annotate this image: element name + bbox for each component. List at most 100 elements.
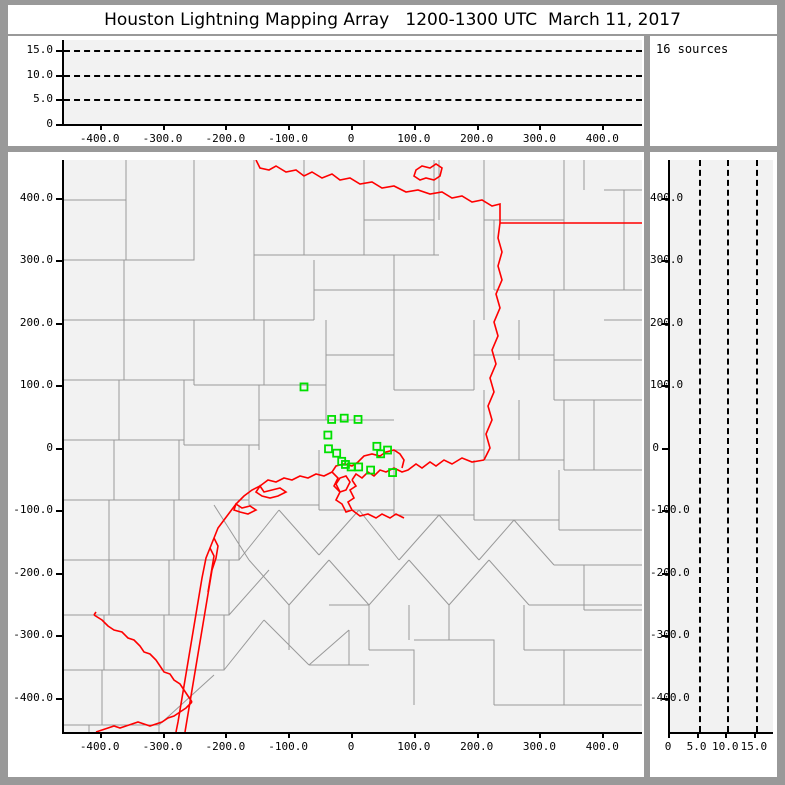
- source-marker: [372, 441, 382, 451]
- y-tick-mark: [56, 572, 62, 575]
- x-tick-mark: [602, 732, 605, 738]
- x-tick-mark: [225, 732, 228, 738]
- x-tick-label: -400.0: [79, 740, 120, 753]
- x-tick-mark: [162, 124, 165, 130]
- y-tick-label: 0: [46, 440, 53, 454]
- page-title: Houston Lightning Mapping Array 1200-130…: [104, 9, 681, 30]
- sources-count-label: 16 sources: [656, 42, 729, 56]
- source-marker: [354, 462, 364, 472]
- x-tick-mark: [668, 732, 670, 738]
- y-tick-mark: [56, 49, 62, 52]
- source-marker: [388, 468, 397, 477]
- x-tick-mark: [539, 124, 542, 130]
- y-tick-mark: [662, 572, 668, 575]
- x-tick-label: 5.0: [686, 740, 707, 753]
- y-tick-label: -300.0: [650, 628, 690, 641]
- x-tick-mark: [413, 732, 416, 738]
- x-tick-label: 100.0: [397, 132, 431, 145]
- y-tick-label: 400.0: [19, 190, 53, 204]
- y-tick-label: 200.0: [650, 315, 684, 329]
- y-tick-mark: [662, 447, 668, 450]
- y-tick-mark: [662, 197, 668, 200]
- y-tick-mark: [662, 260, 668, 263]
- y-tick-mark: [56, 74, 62, 77]
- top-plot-area: [62, 40, 642, 126]
- map-geography: [64, 160, 642, 732]
- x-tick-label: 400.0: [585, 740, 619, 753]
- gridline-vertical: [727, 160, 730, 732]
- source-marker: [366, 465, 375, 475]
- state-and-coast-boundaries: [93, 160, 642, 732]
- x-tick-mark: [413, 124, 416, 130]
- x-tick-label: -300.0: [142, 740, 183, 753]
- x-tick-label: 15.0: [740, 740, 768, 753]
- y-tick-mark: [56, 447, 62, 450]
- y-tick-mark: [56, 510, 62, 513]
- x-tick-mark: [162, 732, 165, 738]
- source-marker: [323, 430, 333, 440]
- y-tick-mark: [662, 510, 668, 513]
- x-tick-label: 300.0: [522, 132, 557, 145]
- x-tick-mark: [225, 124, 228, 130]
- map-plot-area[interactable]: [62, 160, 642, 734]
- x-tick-label: -300.0: [142, 132, 183, 145]
- x-tick-mark: [696, 732, 699, 738]
- gridline-vertical: [698, 160, 701, 732]
- x-tick-mark: [288, 732, 291, 738]
- y-tick-label: -200.0: [650, 566, 690, 579]
- x-tick-mark: [725, 732, 728, 738]
- x-tick-label: 300.0: [522, 740, 557, 753]
- x-tick-mark: [99, 124, 102, 130]
- y-tick-mark: [662, 385, 668, 388]
- x-tick-mark: [99, 732, 102, 738]
- x-tick-mark: [539, 732, 542, 738]
- map-panel: -400.0 -300.0 -200.0 -100.0 0 100.0 200.0 300.0…: [8, 152, 644, 777]
- x-tick-mark: [288, 124, 291, 130]
- x-tick-label: 400.0: [585, 132, 619, 145]
- x-tick-label: 0: [347, 740, 355, 753]
- y-tick-mark: [56, 99, 62, 102]
- y-tick-mark: [662, 635, 668, 638]
- right-altitude-panel: -400.0 -300.0 -200.0 -100.0 0 100.0 200.0 300.0…: [650, 152, 777, 777]
- y-tick-mark: [56, 697, 62, 700]
- title-bar: Houston Lightning Mapping Array 1200-130…: [8, 5, 777, 34]
- source-marker: [299, 382, 309, 392]
- gridline-vertical: [755, 160, 758, 732]
- source-marker: [324, 444, 333, 454]
- y-tick-label: -200.0: [13, 565, 53, 579]
- y-tick-label: -100.0: [650, 503, 690, 516]
- x-tick-label: -200.0: [205, 740, 246, 753]
- source-marker: [341, 460, 350, 469]
- y-tick-label: 10.0: [26, 67, 54, 81]
- y-tick-mark: [56, 260, 62, 263]
- gridline-horizontal: [64, 74, 642, 77]
- y-tick-label: -300.0: [13, 628, 53, 642]
- top-altitude-panel: 0 5.0 10.0 15.0 -400.0 -300.0 -200.0 -100.0 0 10…: [8, 36, 644, 146]
- x-tick-mark: [476, 732, 479, 738]
- x-tick-label: 10.0: [711, 740, 739, 753]
- x-tick-label: 0: [347, 132, 355, 145]
- x-tick-mark: [602, 124, 605, 130]
- y-tick-mark: [662, 322, 668, 325]
- x-tick-label: -400.0: [79, 132, 120, 145]
- y-tick-label: 100.0: [19, 378, 53, 392]
- y-tick-label: 5.0: [33, 92, 53, 106]
- x-tick-label: 200.0: [460, 740, 494, 753]
- x-tick-label: 200.0: [460, 132, 494, 145]
- y-tick-label: 15.0: [26, 42, 54, 56]
- source-marker: [332, 448, 342, 458]
- y-tick-label: 200.0: [19, 315, 53, 329]
- y-tick-mark: [56, 197, 62, 200]
- y-tick-label: -100.0: [13, 503, 53, 517]
- y-tick-label: 400.0: [650, 190, 684, 204]
- y-tick-label: 100.0: [650, 378, 684, 392]
- x-tick-mark: [753, 732, 756, 738]
- x-tick-mark: [351, 732, 353, 738]
- y-tick-mark: [56, 124, 62, 126]
- x-tick-label: -100.0: [268, 132, 309, 145]
- source-marker: [353, 415, 363, 424]
- x-tick-label: -100.0: [268, 740, 309, 753]
- y-tick-mark: [56, 385, 62, 388]
- sources-panel: 16 sources: [650, 36, 777, 146]
